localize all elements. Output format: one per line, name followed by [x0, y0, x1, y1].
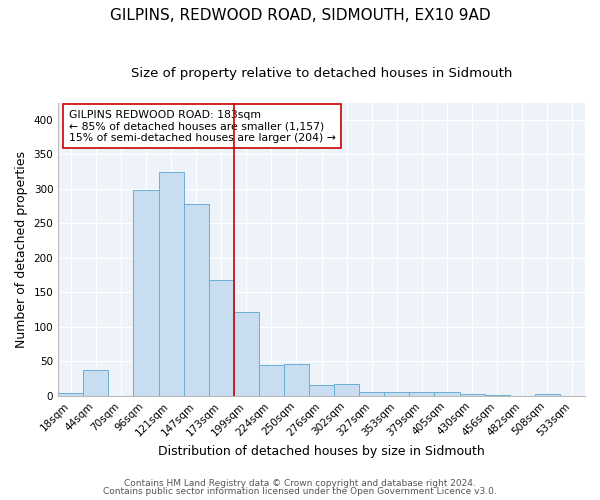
Text: GILPINS REDWOOD ROAD: 183sqm
← 85% of detached houses are smaller (1,157)
15% of: GILPINS REDWOOD ROAD: 183sqm ← 85% of de…	[69, 110, 335, 143]
Bar	[460, 394, 485, 396]
Bar	[385, 392, 409, 396]
Bar	[359, 392, 385, 396]
X-axis label: Distribution of detached houses by size in Sidmouth: Distribution of detached houses by size …	[158, 444, 485, 458]
Bar	[334, 384, 359, 396]
Bar	[535, 394, 560, 396]
Bar	[133, 190, 158, 396]
Bar	[284, 364, 309, 396]
Bar	[309, 386, 334, 396]
Bar	[58, 393, 83, 396]
Text: GILPINS, REDWOOD ROAD, SIDMOUTH, EX10 9AD: GILPINS, REDWOOD ROAD, SIDMOUTH, EX10 9A…	[110, 8, 490, 22]
Bar	[259, 365, 284, 396]
Bar	[434, 392, 460, 396]
Bar	[184, 204, 209, 396]
Text: Contains public sector information licensed under the Open Government Licence v3: Contains public sector information licen…	[103, 487, 497, 496]
Bar	[485, 395, 510, 396]
Bar	[234, 312, 259, 396]
Title: Size of property relative to detached houses in Sidmouth: Size of property relative to detached ho…	[131, 68, 512, 80]
Text: Contains HM Land Registry data © Crown copyright and database right 2024.: Contains HM Land Registry data © Crown c…	[124, 478, 476, 488]
Bar	[158, 172, 184, 396]
Bar	[83, 370, 109, 396]
Bar	[209, 280, 234, 396]
Bar	[409, 392, 434, 396]
Y-axis label: Number of detached properties: Number of detached properties	[15, 150, 28, 348]
